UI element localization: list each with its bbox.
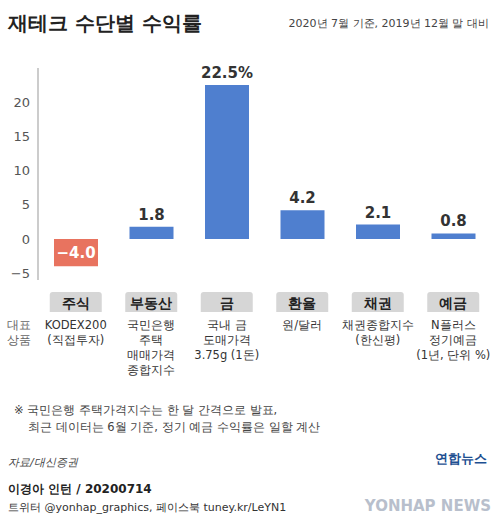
svg-text:10: 10	[13, 163, 30, 178]
svg-text:부동산: 부동산	[130, 295, 172, 311]
html-text:재테크 수단별 수익률: 재테크 수단별 수익률	[8, 11, 202, 35]
html-text:3.75g (1돈): 3.75g (1돈)	[194, 348, 260, 362]
html-text:(한신평): (한신평)	[355, 333, 401, 347]
svg-text:금: 금	[220, 295, 234, 311]
svg-text:1.8: 1.8	[138, 206, 165, 224]
html-text:국민은행: 국민은행	[127, 318, 176, 332]
html-text:최근 데이터는 6월 기준, 정기 예금 수익률은 일할 계: 최근 데이터는 6월 기준, 정기 예금 수익률은 일할 계산	[28, 420, 321, 434]
html-text:KODEX200: KODEX200	[44, 318, 107, 332]
html-text:대표 상품: 대표 상품	[7, 318, 31, 347]
html-text:※ 국민은행 주택가격지수는 한 달 간격으로 발표,: ※ 국민은행 주택가격지수는 한 달 간격으로 발표,	[14, 403, 278, 417]
html-text:트위터 @yonhap_graphics, 페이스북 tun: 트위터 @yonhap_graphics, 페이스북 tuney.kr/LeYN…	[8, 501, 287, 514]
svg-text:−4.0: −4.0	[56, 244, 95, 262]
svg-text:20: 20	[13, 95, 30, 110]
svg-text:5: 5	[22, 197, 30, 212]
html-text:(직접투자): (직접투자)	[47, 333, 105, 347]
svg-text:15: 15	[13, 129, 30, 144]
svg-text:−5: −5	[11, 266, 30, 281]
svg-text:22.5%: 22.5%	[201, 64, 253, 82]
html-text:(1년, 단위 %): (1년, 단위 %)	[416, 348, 491, 362]
html-text:종합지수: 종합지수	[127, 363, 176, 377]
svg-text:환율: 환율	[288, 295, 316, 311]
html-text:원/달러: 원/달러	[282, 318, 323, 332]
html-text:이경아 인턴 / 20200714: 이경아 인턴 / 20200714	[8, 482, 152, 496]
html-text:N플러스: N플러스	[430, 318, 476, 332]
svg-text:예금: 예금	[439, 295, 467, 311]
html-text:YONHAP NEWS: YONHAP NEWS	[364, 497, 491, 515]
html-text:정기예금: 정기예금	[429, 333, 478, 347]
html-text:연합뉴스: 연합뉴스	[435, 451, 487, 466]
svg-text:채권: 채권	[363, 295, 392, 311]
svg-text:0: 0	[22, 232, 30, 247]
html-text:주택 매매가격: 주택 매매가격	[127, 333, 176, 362]
html-text:자료/대신증권: 자료/대신증권	[8, 456, 78, 469]
html-text:채권종합지수: 채권종합지수	[341, 318, 414, 332]
html-text:도매가격: 도매가격	[202, 333, 251, 347]
svg-text:0.8: 0.8	[440, 212, 467, 230]
svg-text:4.2: 4.2	[289, 189, 316, 207]
svg-text:주식: 주식	[62, 295, 90, 311]
html-text:국내 금: 국내 금	[206, 318, 247, 332]
svg-text:2.1: 2.1	[365, 204, 392, 222]
html-text:2020년 7월 기준, 2019년 12월 말 대비: 2020년 7월 기준, 2019년 12월 말 대비	[288, 17, 489, 30]
